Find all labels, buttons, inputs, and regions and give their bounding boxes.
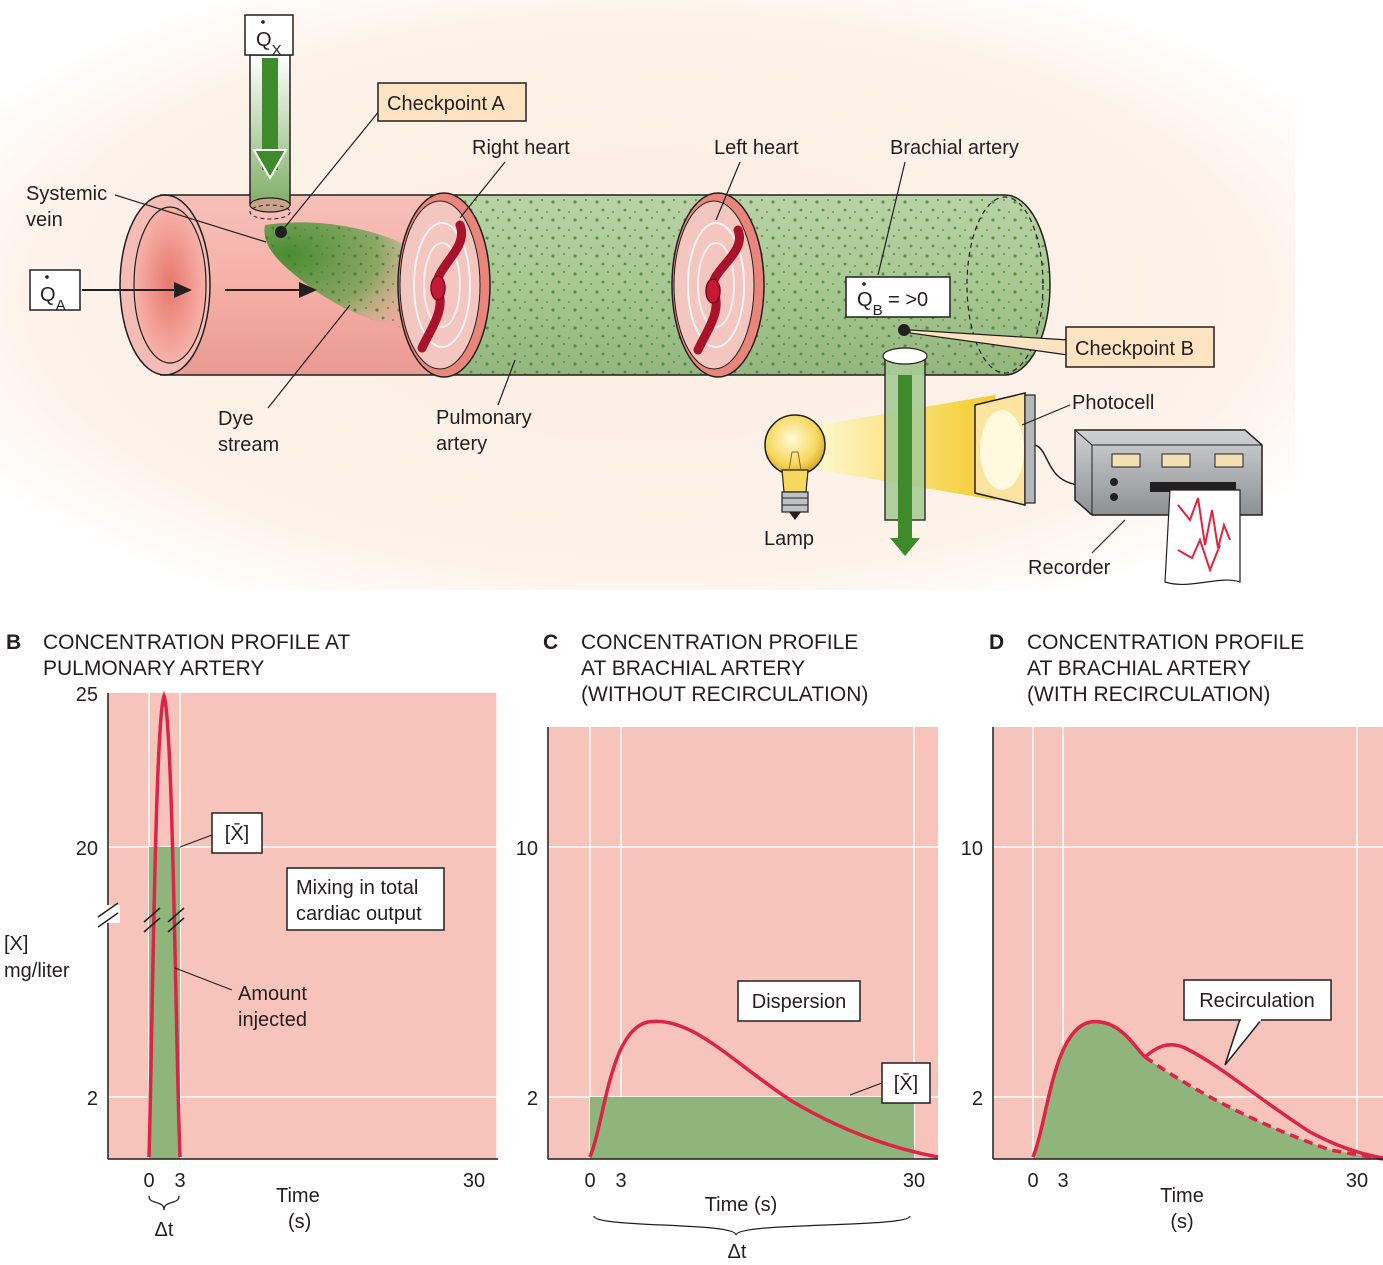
panel-d-xlabel-line1: Time — [1160, 1185, 1204, 1207]
recorder-icon — [1074, 429, 1263, 586]
panel-d-title-line1: CONCENTRATION PROFILE — [1027, 631, 1304, 654]
panel-b-ytick-20: 20 — [76, 838, 98, 860]
panel-c-concentration-curve — [588, 1019, 939, 1159]
panel-b-title-line1: CONCENTRATION PROFILE AT — [43, 631, 350, 654]
systemic-vein-label-line1: Systemic — [26, 183, 107, 205]
qb-value: = >0 — [883, 289, 929, 311]
panel-d-xtick-3: 3 — [1057, 1170, 1068, 1192]
checkpoint-a-callout: Checkpoint A — [377, 82, 527, 122]
panel-d-recirculation-curve — [1143, 1043, 1383, 1160]
panel-b-amount-line1: Amount — [238, 983, 307, 1005]
panel-c-title-line1: CONCENTRATION PROFILE — [581, 631, 858, 654]
panel-b-delta-t: Δt — [155, 1219, 174, 1241]
panel-c-title-line2: AT BRACHIAL ARTERY — [581, 657, 805, 680]
panel-d-xtick-0: 0 — [1027, 1170, 1038, 1192]
checkpoint-b-label: Checkpoint B — [1075, 338, 1194, 360]
panel-c-title-line3: (WITHOUT RECIRCULATION) — [581, 683, 868, 706]
panel-b-concentration-curve — [147, 690, 182, 1158]
qa-symbol: Q — [40, 284, 56, 306]
brachial-artery-label: Brachial artery — [890, 137, 1019, 159]
panel-b-letter: B — [6, 631, 21, 654]
panel-b-ytick-25: 25 — [76, 684, 98, 706]
lamp-label: Lamp — [764, 528, 814, 550]
pulmonary-artery-label-line2: artery — [436, 433, 487, 455]
panel-c-xtick-0: 0 — [584, 1170, 595, 1192]
qa-subscript: A — [56, 297, 66, 314]
left-heart-illustration — [671, 192, 765, 378]
pulmonary-artery-label-line1: Pulmonary — [436, 407, 532, 429]
panel-d-ytick-2: 2 — [972, 1088, 983, 1110]
dye-stream-label-line1: Dye — [218, 408, 254, 430]
svg-text:QX: QX — [256, 29, 282, 59]
sampling-tube — [882, 347, 928, 556]
panel-b-ylabel-line1: [X] — [4, 933, 28, 955]
dye-stream-label-line2: stream — [218, 434, 279, 456]
panel-c-letter: C — [543, 631, 558, 654]
panel-c-mean-label: [X̄] — [894, 1072, 918, 1095]
panel-b-title-line2: PULMONARY ARTERY — [43, 657, 264, 680]
panel-d-first-pass-curve — [1031, 1020, 1147, 1158]
qb-symbol: Q — [857, 289, 873, 311]
panel-c-mean-area — [590, 1097, 914, 1159]
panel-c-xtick-3: 3 — [615, 1170, 626, 1192]
panel-c-delta-t: Δt — [728, 1241, 747, 1263]
panel-c-dispersion-label: Dispersion — [752, 991, 846, 1013]
panel-d-ytick-10: 10 — [961, 838, 983, 860]
checkpoint-a-label: Checkpoint A — [387, 93, 506, 115]
dye-stream-particles — [264, 222, 430, 330]
svg-text:QB = >0: QB = >0 — [857, 289, 928, 319]
panel-b: B CONCENTRATION PROFILE AT PULMONARY ART… — [4, 631, 498, 1241]
panel-d-extrapolated-curve — [1144, 1055, 1383, 1161]
panel-d-letter: D — [989, 631, 1004, 654]
panel-d: D CONCENTRATION PROFILE AT BRACHIAL ARTE… — [961, 631, 1383, 1233]
panel-d-recirculation-label: Recirculation — [1199, 990, 1315, 1012]
checkpoint-b-dot — [898, 324, 910, 336]
qx-subscript: X — [272, 42, 282, 59]
panel-d-title-line3: (WITH RECIRCULATION) — [1027, 683, 1270, 706]
svg-text:QA: QA — [40, 284, 66, 314]
right-heart-illustration — [397, 192, 491, 378]
panel-b-xtick-3: 3 — [174, 1170, 185, 1192]
panel-c: C CONCENTRATION PROFILE AT BRACHIAL ARTE… — [516, 631, 939, 1263]
panel-c-xlabel: Time (s) — [705, 1194, 778, 1216]
qb-subscript: B — [873, 302, 883, 319]
panel-b-mixing-line2: cardiac output — [296, 903, 422, 925]
panel-b-mean-label: [X̄] — [225, 822, 249, 845]
panel-b-amount-line2: injected — [238, 1009, 307, 1031]
right-heart-label: Right heart — [472, 137, 570, 159]
systemic-vein-label-line2: vein — [26, 209, 63, 231]
injection-tube — [249, 54, 291, 220]
panel-d-title-line2: AT BRACHIAL ARTERY — [1027, 657, 1251, 680]
left-heart-label: Left heart — [714, 137, 799, 159]
panel-b-xtick-0: 0 — [143, 1170, 154, 1192]
panel-c-xtick-30: 30 — [903, 1170, 925, 1192]
photocell-label: Photocell — [1072, 392, 1154, 414]
panel-d-xtick-30: 30 — [1346, 1170, 1368, 1192]
panel-b-ytick-2: 2 — [87, 1088, 98, 1110]
panel-b-mixing-line1: Mixing in total — [296, 877, 418, 899]
qx-flow-box: QX — [244, 14, 294, 59]
systemic-vein-leader — [114, 194, 267, 243]
panel-b-ylabel-line2: mg/liter — [4, 960, 70, 982]
panel-b-xlabel-line1: Time — [276, 1185, 320, 1207]
panel-d-xlabel-line2: (s) — [1170, 1211, 1193, 1233]
qx-symbol: Q — [256, 29, 272, 51]
panel-c-ytick-2: 2 — [527, 1088, 538, 1110]
panel-d-first-pass-area — [1033, 1021, 1383, 1159]
lamp-icon — [764, 414, 826, 520]
checkpoint-b-callout: Checkpoint B — [1065, 326, 1215, 368]
photocell-icon — [974, 392, 1079, 506]
panel-b-xlabel-line2: (s) — [288, 1211, 311, 1233]
panel-c-ytick-10: 10 — [516, 838, 538, 860]
recorder-label: Recorder — [1028, 557, 1111, 579]
qa-flow-box: QA — [29, 269, 81, 314]
qb-flow-box: QB = >0 — [845, 276, 951, 319]
panel-b-xtick-30: 30 — [463, 1170, 485, 1192]
